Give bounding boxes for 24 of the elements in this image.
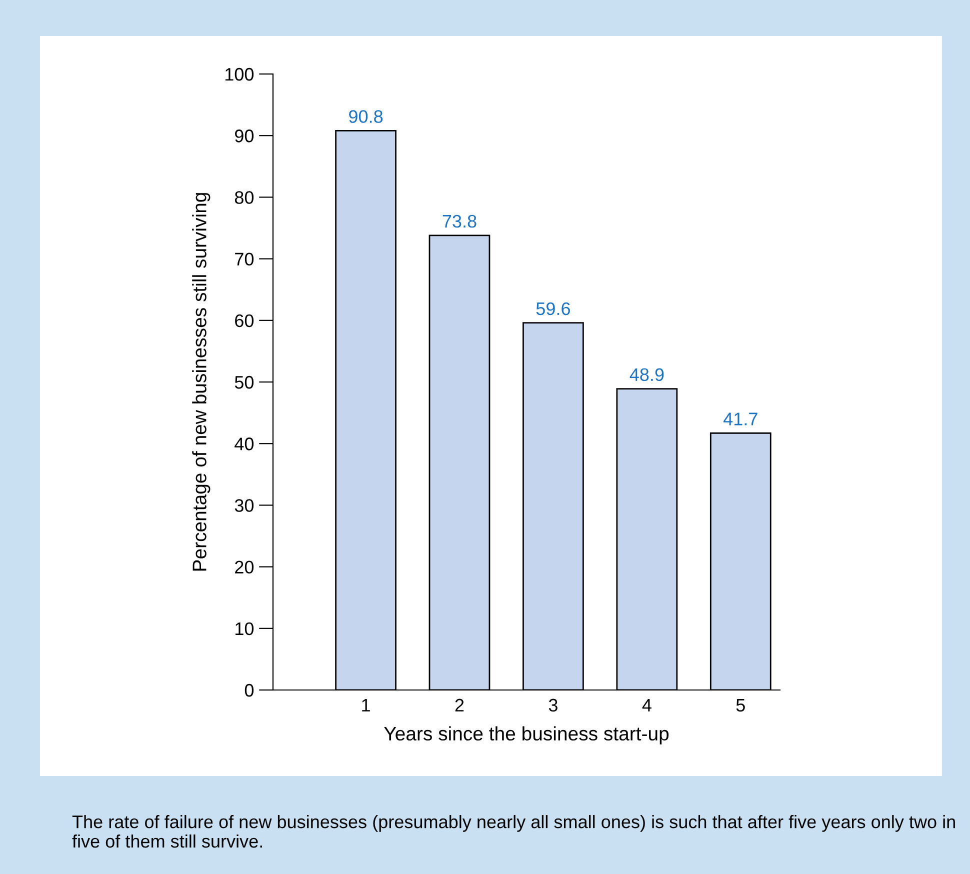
y-tick-label: 10 xyxy=(236,622,254,636)
y-tick-label: 20 xyxy=(235,560,254,574)
y-axis-title: Percentage of new businesses still surviving xyxy=(192,193,210,571)
x-tick-label: 2 xyxy=(455,698,464,712)
y-tick-label: 100 xyxy=(226,68,254,81)
y-tick-label: 70 xyxy=(235,252,254,266)
y-tick-label: 0 xyxy=(244,684,254,697)
y-tick-label: 30 xyxy=(234,499,254,512)
data-label: 90.8 xyxy=(349,110,383,123)
data-label: 48.9 xyxy=(630,368,664,382)
data-label: 73.8 xyxy=(442,214,476,228)
y-tick-label: 40 xyxy=(234,438,254,450)
data-label: 59.6 xyxy=(536,302,570,316)
data-label: 41.7 xyxy=(723,412,758,426)
x-axis-title: Years since the business start-up xyxy=(384,726,669,744)
x-tick-label: 1 xyxy=(362,698,370,712)
x-tick-label: 3 xyxy=(548,698,558,712)
x-tick-label: 4 xyxy=(642,698,652,712)
y-tick-label: 60 xyxy=(235,314,254,328)
text: The rate of failure of new businesses (presumably nearly all small ones) is such that after five years only two in five of them still survive. xyxy=(72,815,955,848)
y-tick-label: 80 xyxy=(234,191,254,204)
y-tick-label: 50 xyxy=(234,376,254,389)
x-tick-label: 5 xyxy=(736,698,745,712)
y-tick-label: 90 xyxy=(235,130,254,142)
